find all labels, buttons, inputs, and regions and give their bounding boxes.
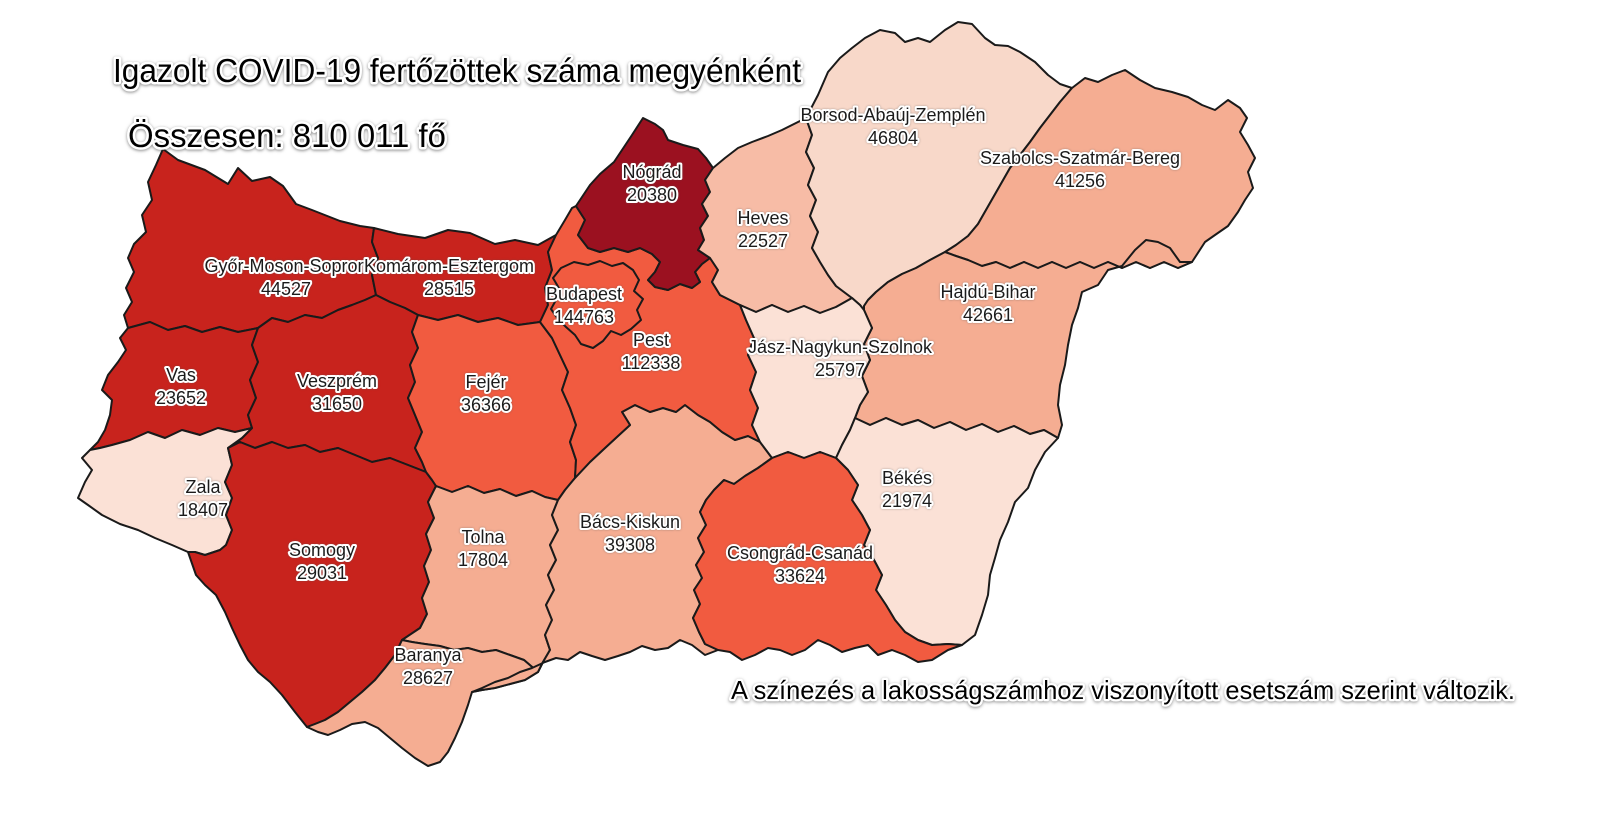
county-value-zala: 18407: [178, 500, 228, 520]
county-label-somogy: Somogy: [289, 540, 355, 560]
county-value-szabolcs-szatmar-bereg: 41256: [1055, 171, 1105, 191]
county-value-borsod-abauj-zemplen: 46804: [868, 128, 918, 148]
color-note: A színezés a lakosságszámhoz viszonyítot…: [731, 675, 1515, 705]
county-label-fejer: Fejér: [465, 372, 506, 392]
county-zala: [77, 427, 253, 556]
county-value-bacs-kiskun: 39308: [605, 535, 655, 555]
county-value-somogy: 29031: [297, 563, 347, 583]
county-labels: Győr-Moson-Sopron 44527 Komárom-Esztergom 2…: [154, 103, 1182, 690]
county-label-jasz-nagykun-szolnok: Jász-Nagykun-Szolnok: [748, 337, 933, 357]
county-value-budapest: 144763: [554, 307, 614, 327]
county-csongrad-csanad: [692, 451, 963, 663]
county-value-csongrad-csanad: 33624: [775, 566, 825, 586]
total-count: Összesen: 810 011 fő: [128, 117, 446, 154]
county-value-veszprem: 31650: [312, 394, 362, 414]
county-label-budapest: Budapest: [546, 284, 622, 304]
county-value-fejer: 36366: [461, 395, 511, 415]
county-value-nograd: 20380: [627, 185, 677, 205]
county-label-nograd: Nógrád: [622, 162, 681, 182]
county-value-gyor-moson-sopron: 44527: [261, 279, 311, 299]
county-label-tolna: Tolna: [461, 527, 505, 547]
county-label-bacs-kiskun: Bács-Kiskun: [580, 512, 680, 532]
county-label-pest: Pest: [633, 330, 669, 350]
county-label-komarom-esztergom: Komárom-Esztergom: [364, 256, 534, 276]
county-label-zala: Zala: [185, 477, 221, 497]
county-value-heves: 22527: [738, 231, 788, 251]
county-label-bekes: Békés: [882, 468, 932, 488]
county-label-vas: Vas: [166, 365, 196, 385]
county-value-tolna: 17804: [458, 550, 508, 570]
county-value-vas: 23652: [156, 388, 206, 408]
county-label-csongrad-csanad: Csongrád-Csanád: [727, 543, 873, 563]
county-label-hajdu-bihar: Hajdú-Bihar: [940, 282, 1035, 302]
county-label-baranya: Baranya: [394, 645, 462, 665]
county-value-jasz-nagykun-szolnok: 25797: [815, 360, 865, 380]
county-label-borsod-abauj-zemplen: Borsod-Abaúj-Zemplén: [800, 105, 985, 125]
county-value-bekes: 21974: [882, 491, 932, 511]
county-value-hajdu-bihar: 42661: [963, 305, 1013, 325]
county-value-komarom-esztergom: 28515: [424, 279, 474, 299]
county-baranya: [306, 639, 539, 767]
county-value-pest: 112338: [622, 353, 681, 373]
county-label-gyor-moson-sopron: Győr-Moson-Sopron: [204, 256, 367, 276]
county-value-baranya: 28627: [403, 668, 453, 688]
county-label-heves: Heves: [737, 208, 788, 228]
county-regions: [77, 21, 1256, 767]
county-gyor-moson-sopron: [123, 148, 379, 333]
map-title: Igazolt COVID-19 fertőzöttek száma megyé…: [113, 52, 801, 89]
county-budapest: [550, 260, 644, 349]
county-label-veszprem: Veszprém: [297, 371, 377, 391]
county-label-szabolcs-szatmar-bereg: Szabolcs-Szatmár-Bereg: [980, 148, 1180, 168]
